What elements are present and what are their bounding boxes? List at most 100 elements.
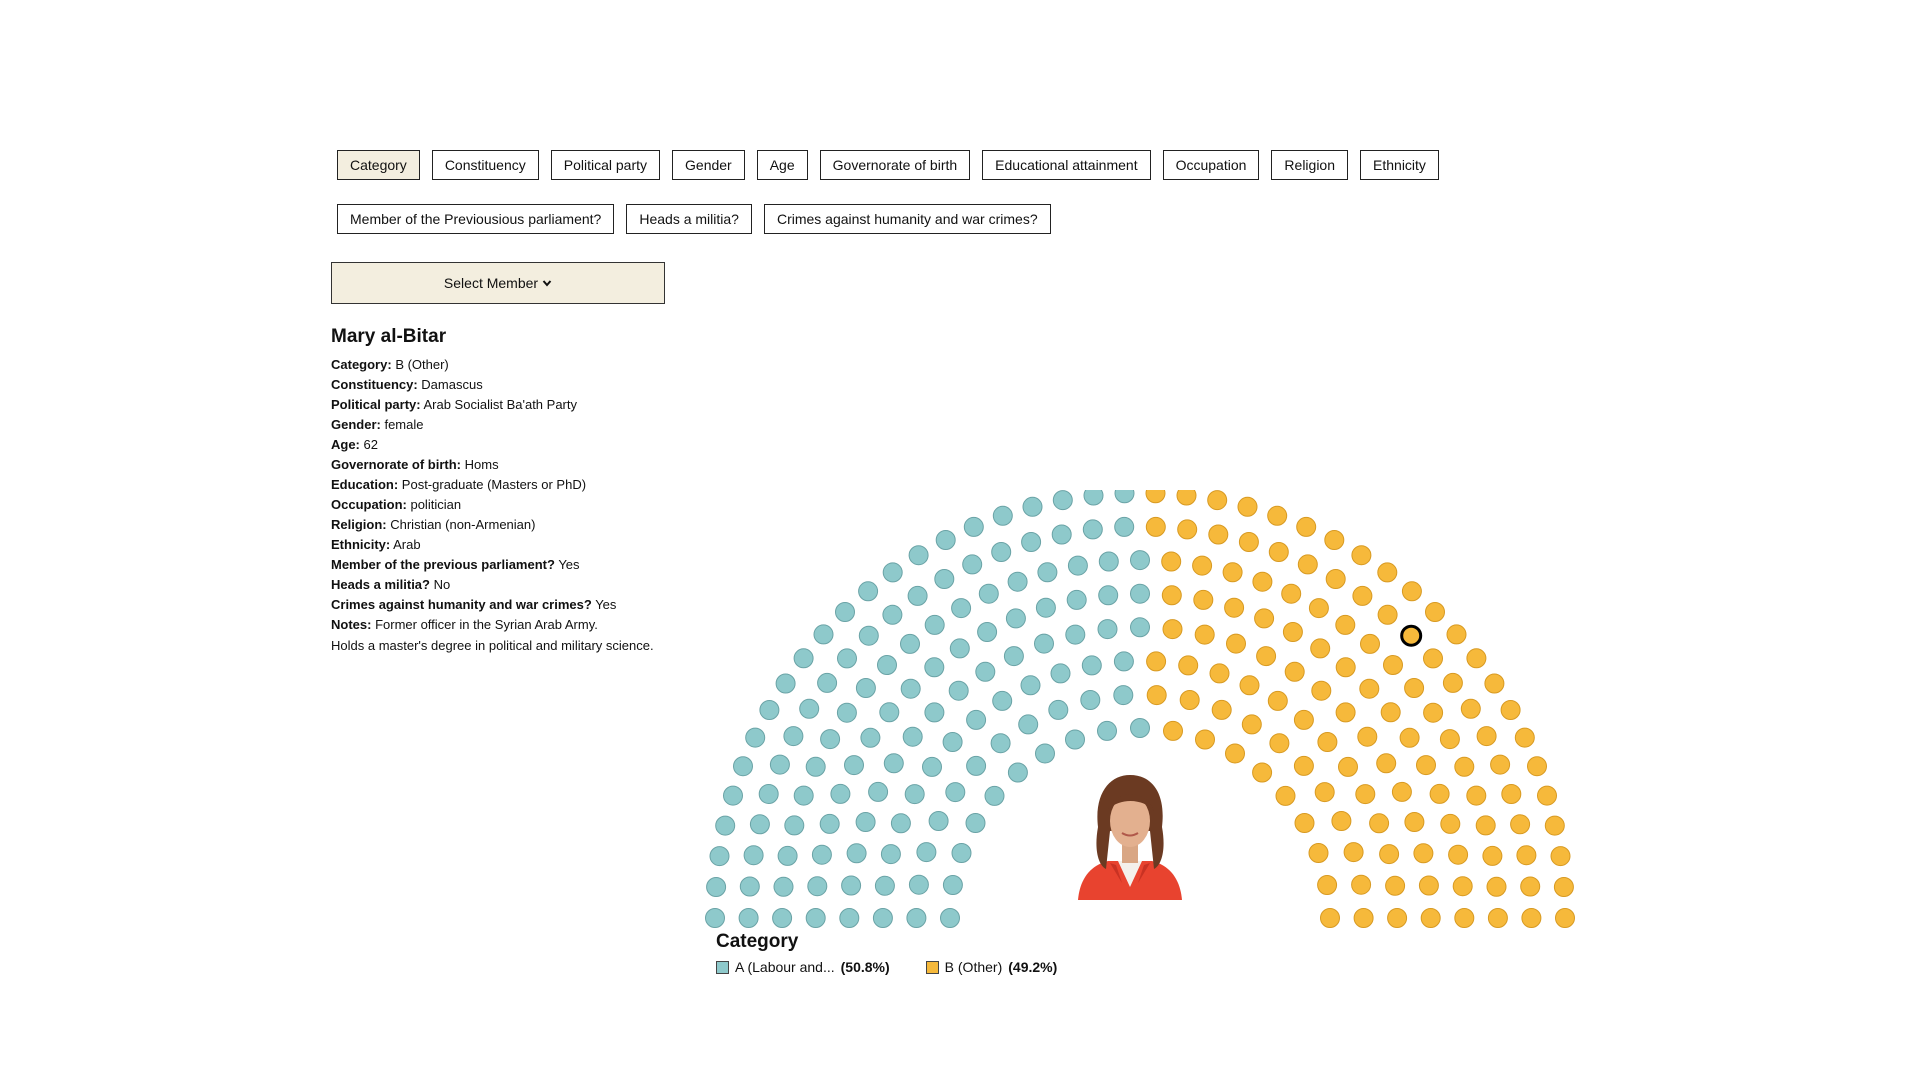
seat-category-b[interactable] — [1351, 545, 1372, 566]
seat-category-b[interactable] — [1293, 709, 1314, 730]
seat-category-b[interactable] — [1314, 782, 1335, 803]
seat-category-a[interactable] — [858, 581, 879, 602]
seat-category-a[interactable] — [900, 633, 920, 654]
seat-category-b[interactable] — [1527, 756, 1547, 777]
seat-category-a[interactable] — [811, 844, 832, 865]
seat-category-a[interactable] — [758, 784, 779, 804]
seat-category-b[interactable] — [1360, 633, 1380, 654]
seat-category-b[interactable] — [1225, 743, 1245, 764]
seat-category-a[interactable] — [1083, 490, 1104, 506]
seat-category-b[interactable] — [1193, 589, 1214, 610]
seat-category-b[interactable] — [1404, 812, 1425, 832]
seat-category-a[interactable] — [879, 702, 900, 723]
seat-category-b[interactable] — [1162, 619, 1183, 640]
seat-category-b[interactable] — [1207, 490, 1228, 511]
seat-category-b[interactable] — [1177, 519, 1198, 540]
seat-category-b[interactable] — [1308, 843, 1329, 863]
seat-category-b[interactable] — [1351, 874, 1372, 895]
seat-category-b[interactable] — [1195, 729, 1215, 750]
seat-category-a[interactable] — [799, 698, 820, 719]
seat-category-a[interactable] — [902, 726, 923, 747]
seat-category-b[interactable] — [1145, 490, 1166, 504]
seat-category-a[interactable] — [872, 908, 893, 928]
seat-category-a[interactable] — [1114, 490, 1135, 504]
seat-category-a[interactable] — [1098, 585, 1119, 606]
seat-category-a[interactable] — [1066, 589, 1087, 610]
seat-category-b[interactable] — [1335, 702, 1356, 723]
seat-category-a[interactable] — [928, 811, 949, 831]
filter-button-category[interactable]: Category — [337, 150, 420, 180]
seat-category-b[interactable] — [1355, 784, 1376, 805]
seat-category-a[interactable] — [1097, 619, 1118, 640]
seat-category-a[interactable] — [962, 554, 983, 575]
seat-category-a[interactable] — [991, 542, 1012, 562]
seat-category-b[interactable] — [1161, 585, 1182, 606]
seat-category-b[interactable] — [1338, 756, 1358, 777]
seat-category-a[interactable] — [942, 875, 963, 895]
seat-category-b[interactable] — [1380, 702, 1401, 723]
filter-button-member-of-the-previousious-parliament[interactable]: Member of the Previousious parliament? — [337, 204, 615, 234]
seat-category-a[interactable] — [733, 756, 753, 777]
seat-category-a[interactable] — [877, 655, 897, 675]
seat-category-a[interactable] — [992, 505, 1013, 526]
seat-category-a[interactable] — [934, 569, 955, 589]
select-member-dropdown[interactable]: Select Member — [331, 262, 665, 304]
seat-category-b[interactable] — [1331, 811, 1352, 831]
seat-category-a[interactable] — [904, 784, 925, 805]
filter-button-age[interactable]: Age — [756, 150, 808, 180]
seat-category-b[interactable] — [1311, 680, 1332, 701]
seat-category-b[interactable] — [1176, 490, 1197, 506]
seat-category-a[interactable] — [916, 842, 937, 863]
seat-category-a[interactable] — [805, 756, 826, 777]
seat-category-a[interactable] — [793, 648, 814, 669]
seat-category-a[interactable] — [1113, 685, 1134, 706]
seat-category-b[interactable] — [1391, 781, 1412, 802]
seat-category-a[interactable] — [830, 783, 851, 804]
seat-category-a[interactable] — [978, 583, 999, 604]
seat-category-a[interactable] — [846, 843, 867, 864]
filter-button-religion[interactable]: Religion — [1271, 150, 1349, 180]
seat-category-b[interactable] — [1385, 875, 1406, 896]
seat-category-a[interactable] — [1097, 720, 1117, 741]
seat-category-b[interactable] — [1294, 813, 1315, 833]
seat-category-a[interactable] — [1052, 490, 1073, 511]
seat-category-b[interactable] — [1163, 720, 1183, 741]
seat-category-a[interactable] — [773, 876, 794, 897]
seat-category-b[interactable] — [1401, 581, 1422, 602]
seat-category-b[interactable] — [1486, 876, 1507, 897]
seat-category-b[interactable] — [1475, 815, 1496, 836]
seat-category-a[interactable] — [705, 908, 725, 928]
seat-category-b[interactable] — [1442, 672, 1463, 693]
seat-category-a[interactable] — [1082, 519, 1103, 540]
seat-category-b[interactable] — [1308, 598, 1329, 619]
seat-category-b[interactable] — [1320, 908, 1340, 928]
seat-category-a[interactable] — [1037, 562, 1058, 583]
seat-category-a[interactable] — [820, 729, 841, 750]
seat-category-a[interactable] — [1067, 555, 1088, 576]
seat-category-a[interactable] — [1065, 624, 1086, 645]
seat-category-b[interactable] — [1268, 542, 1289, 562]
seat-category-a[interactable] — [1050, 663, 1071, 684]
seat-category-a[interactable] — [1007, 762, 1028, 783]
filter-button-governorate-of-birth[interactable]: Governorate of birth — [819, 150, 971, 180]
seat-category-a[interactable] — [837, 648, 857, 669]
seat-category-a[interactable] — [709, 846, 730, 867]
seat-category-b[interactable] — [1281, 583, 1302, 604]
seat-category-b[interactable] — [1550, 846, 1571, 867]
seat-category-b[interactable] — [1237, 496, 1258, 517]
seat-category-b[interactable] — [1452, 876, 1473, 897]
seat-category-b[interactable] — [1297, 554, 1318, 575]
seat-category-b[interactable] — [1555, 908, 1575, 928]
seat-category-a[interactable] — [1051, 524, 1072, 545]
seat-category-b[interactable] — [1353, 908, 1374, 928]
seat-category-a[interactable] — [775, 673, 796, 694]
seat-category-a[interactable] — [715, 815, 736, 836]
seat-category-a[interactable] — [1021, 532, 1042, 552]
seat-category-a[interactable] — [841, 875, 862, 896]
seat-category-a[interactable] — [807, 876, 828, 897]
seat-category-a[interactable] — [880, 844, 901, 865]
seat-category-a[interactable] — [1130, 617, 1150, 638]
filter-button-gender[interactable]: Gender — [672, 150, 745, 180]
seat-category-a[interactable] — [1005, 608, 1026, 629]
seat-category-b[interactable] — [1317, 732, 1338, 752]
